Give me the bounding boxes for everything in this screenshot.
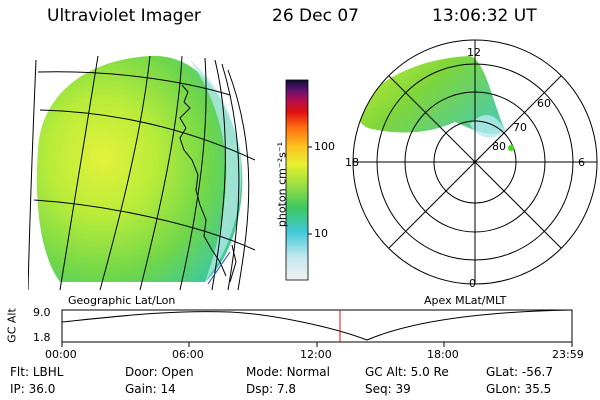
dsp-label: Dsp: xyxy=(246,382,274,396)
apex-panel-label: Apex MLat/MLT xyxy=(424,294,507,307)
altitude-plot xyxy=(61,309,573,347)
colorbar-tick-10: 10 xyxy=(314,227,328,240)
geographic-panel-label: Geographic Lat/Lon xyxy=(68,294,176,307)
gain-label: Gain: xyxy=(125,382,157,396)
glon-readout: GLon: 35.5 xyxy=(486,382,551,396)
gain-readout: Gain: 14 xyxy=(125,382,176,396)
mode-label: Mode: xyxy=(246,365,283,379)
ip-label: IP: xyxy=(10,382,25,396)
altitude-axis-label: GC Alt xyxy=(5,308,19,343)
gc-alt-value: 5.0 Re xyxy=(410,365,449,379)
mlt-label-6: 6 xyxy=(578,156,585,169)
door-value: Open xyxy=(161,365,194,379)
seq-label: Seq: xyxy=(365,382,392,396)
time-tick-2359: 23:59 xyxy=(552,348,584,361)
gc-alt-readout: GC Alt: 5.0 Re xyxy=(365,365,449,379)
lat-label-60: 60 xyxy=(537,97,551,110)
ip-readout: IP: 36.0 xyxy=(10,382,55,396)
glat-value: -56.7 xyxy=(521,365,553,379)
time-tick-1800: 18:00 xyxy=(427,348,459,361)
glat-readout: GLat: -56.7 xyxy=(486,365,553,379)
mlt-label-12: 12 xyxy=(467,46,481,59)
date-label: 26 Dec 07 xyxy=(272,6,359,26)
lat-label-80: 80 xyxy=(492,140,506,153)
seq-readout: Seq: 39 xyxy=(365,382,411,396)
gain-value: 14 xyxy=(160,382,176,396)
polar-plot xyxy=(352,39,598,285)
glat-label: GLat: xyxy=(486,365,519,379)
filter-readout: Flt: LBHL xyxy=(10,365,63,379)
dsp-value: 7.8 xyxy=(276,382,297,396)
altitude-tick-low: 1.8 xyxy=(33,331,51,344)
gc-alt-label: GC Alt: xyxy=(365,365,407,379)
filter-value: LBHL xyxy=(32,365,64,379)
lat-label-70: 70 xyxy=(513,121,527,134)
time-label: 13:06:32 UT xyxy=(432,6,537,26)
colorbar xyxy=(285,79,309,281)
door-readout: Door: Open xyxy=(125,365,194,379)
glon-value: 35.5 xyxy=(524,382,552,396)
instrument-title: Ultraviolet Imager xyxy=(47,6,201,26)
time-tick-0600: 06:00 xyxy=(172,348,204,361)
mode-value: Normal xyxy=(286,365,330,379)
dsp-readout: Dsp: 7.8 xyxy=(246,382,296,396)
colorbar-unit-label: photon cm⁻²s⁻¹ xyxy=(275,141,289,228)
filter-label: Flt: xyxy=(10,365,29,379)
mlt-label-0: 0 xyxy=(469,277,476,290)
glon-label: GLon: xyxy=(486,382,521,396)
door-label: Door: xyxy=(125,365,158,379)
ip-value: 36.0 xyxy=(28,382,56,396)
altitude-tick-high: 9.0 xyxy=(33,306,51,319)
seq-value: 39 xyxy=(395,382,411,396)
mlt-label-18: 18 xyxy=(345,156,359,169)
time-tick-0000: 00:00 xyxy=(45,348,77,361)
colorbar-tick-100: 100 xyxy=(314,140,335,153)
satellite-marker xyxy=(508,145,514,151)
mode-readout: Mode: Normal xyxy=(246,365,330,379)
time-tick-1200: 12:00 xyxy=(300,348,332,361)
geographic-image xyxy=(28,55,256,290)
